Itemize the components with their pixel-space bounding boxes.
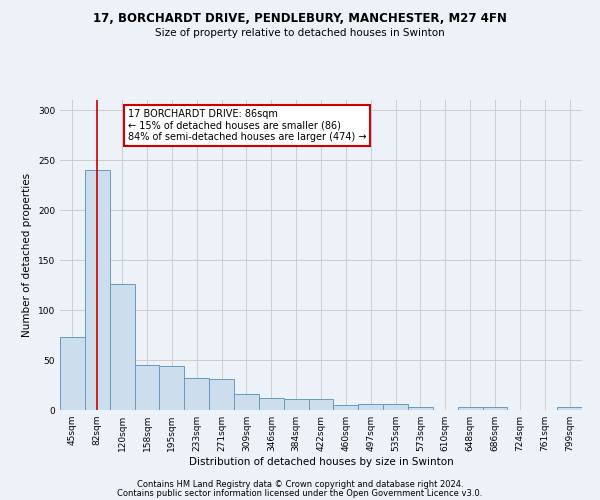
Bar [482, 407, 508, 410]
Text: 17, BORCHARDT DRIVE, PENDLEBURY, MANCHESTER, M27 4FN: 17, BORCHARDT DRIVE, PENDLEBURY, MANCHES… [93, 12, 507, 26]
Text: 17 BORCHARDT DRIVE: 86sqm
← 15% of detached houses are smaller (86)
84% of semi-: 17 BORCHARDT DRIVE: 86sqm ← 15% of detac… [128, 110, 367, 142]
Bar [85, 170, 110, 410]
Bar [134, 365, 160, 410]
Bar [458, 407, 482, 410]
Bar [383, 404, 408, 410]
Text: Contains HM Land Registry data © Crown copyright and database right 2024.: Contains HM Land Registry data © Crown c… [137, 480, 463, 489]
Bar [408, 407, 433, 410]
Bar [60, 337, 85, 410]
Y-axis label: Number of detached properties: Number of detached properties [22, 173, 32, 337]
Bar [110, 284, 134, 410]
Bar [308, 399, 334, 410]
Bar [284, 399, 308, 410]
X-axis label: Distribution of detached houses by size in Swinton: Distribution of detached houses by size … [188, 457, 454, 467]
Text: Contains public sector information licensed under the Open Government Licence v3: Contains public sector information licen… [118, 489, 482, 498]
Bar [160, 366, 184, 410]
Bar [557, 407, 582, 410]
Bar [234, 394, 259, 410]
Text: Size of property relative to detached houses in Swinton: Size of property relative to detached ho… [155, 28, 445, 38]
Bar [184, 378, 209, 410]
Bar [334, 405, 358, 410]
Bar [259, 398, 284, 410]
Bar [358, 404, 383, 410]
Bar [209, 379, 234, 410]
